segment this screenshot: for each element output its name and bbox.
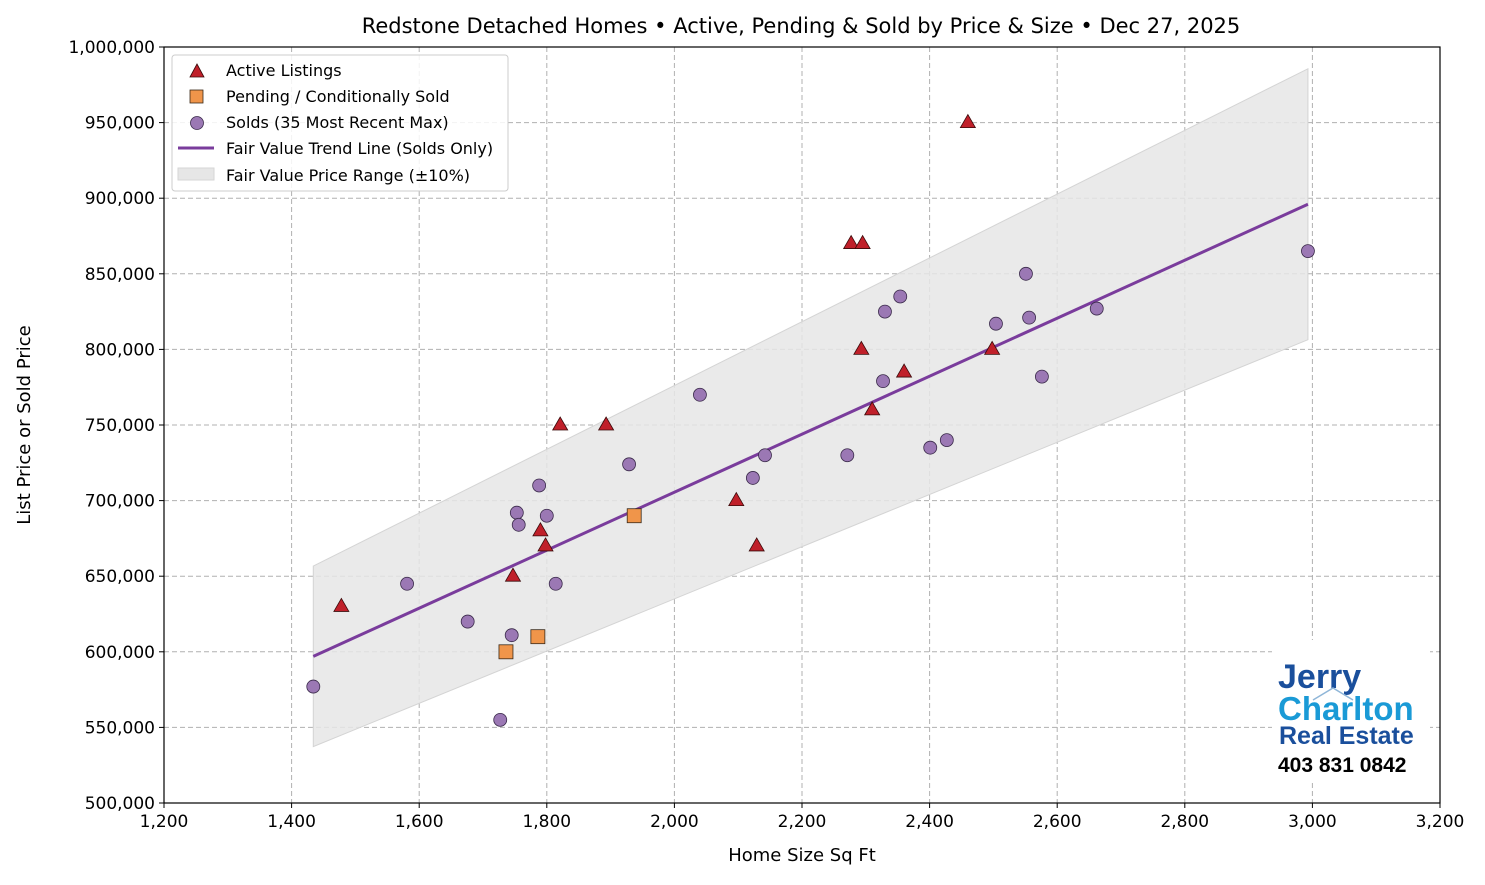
sold-point xyxy=(923,440,938,455)
logo-line2: Charlton xyxy=(1278,690,1414,727)
x-tick-label: 2,600 xyxy=(1033,812,1082,832)
sold-point xyxy=(504,628,519,643)
sold-point xyxy=(758,448,772,463)
logo-phone: 403 831 0842 xyxy=(1278,754,1406,777)
pending-point xyxy=(530,629,546,645)
legend-solds: Solds (35 Most Recent Max) xyxy=(226,113,449,132)
legend-pending: Pending / Conditionally Sold xyxy=(226,87,450,106)
sold-point xyxy=(893,289,908,304)
sold-point xyxy=(989,316,1003,331)
active-point xyxy=(504,567,522,582)
active-point xyxy=(895,363,913,378)
legend-square-icon xyxy=(189,89,204,104)
sold-point xyxy=(509,505,524,520)
active-point xyxy=(333,597,350,612)
logo: Jerry Charlton Real Estate 403 831 0842 xyxy=(1272,640,1430,780)
legend-triangle-icon xyxy=(189,63,205,78)
x-tick-label: 2,400 xyxy=(905,812,954,832)
sold-point xyxy=(840,448,855,463)
sold-point xyxy=(493,712,508,727)
sold-point xyxy=(511,517,526,532)
legend-active: Active Listings xyxy=(226,61,342,80)
sold-point xyxy=(693,387,707,402)
active-point xyxy=(532,522,549,537)
x-axis-label: Home Size Sq Ft xyxy=(728,845,876,866)
x-tick-label: 2,000 xyxy=(650,812,699,832)
active-point xyxy=(853,340,870,355)
active-point xyxy=(537,537,554,552)
active-point xyxy=(552,416,569,431)
legend-band-icon xyxy=(177,167,215,181)
active-point xyxy=(597,416,615,431)
sold-point xyxy=(622,457,637,472)
y-tick-label: 1,000,000 xyxy=(68,38,155,58)
x-tick-label: 3,200 xyxy=(1416,812,1465,832)
legend-circle-icon xyxy=(190,116,204,130)
active-point xyxy=(863,401,881,416)
sold-point xyxy=(1022,310,1037,325)
logo-line1: Jerry xyxy=(1278,658,1361,696)
plot-frame xyxy=(163,46,1441,804)
sold-point xyxy=(400,576,414,591)
chart-title: Redstone Detached Homes • Active, Pendin… xyxy=(362,14,1241,38)
y-tick-label: 550,000 xyxy=(85,718,155,738)
y-tick-label: 500,000 xyxy=(85,794,155,814)
active-point xyxy=(728,491,745,507)
y-tick-label: 900,000 xyxy=(85,189,155,209)
x-tick-label: 1,600 xyxy=(395,812,444,832)
sold-point xyxy=(939,433,954,448)
sold-point xyxy=(539,508,554,523)
active-point xyxy=(983,340,1001,355)
y-tick-label: 950,000 xyxy=(85,114,155,134)
house-roof-icon xyxy=(1312,687,1354,701)
axis-ticks: 1,200 1,400 1,600 1,800 2,000 2,200 2,400 2,600… xyxy=(68,38,1464,832)
x-tick-label: 3,000 xyxy=(1288,812,1337,832)
sold-point xyxy=(876,374,890,389)
x-tick-label: 2,800 xyxy=(1160,812,1209,832)
y-tick-label: 700,000 xyxy=(85,492,155,512)
sold-point xyxy=(878,304,892,319)
sold-point xyxy=(1034,369,1049,384)
y-tick-label: 850,000 xyxy=(85,265,155,285)
sold-point xyxy=(1301,244,1315,259)
active-point xyxy=(854,234,871,249)
x-tick-label: 1,200 xyxy=(140,812,189,832)
x-tick-label: 2,200 xyxy=(778,812,827,832)
sold-point xyxy=(306,679,321,694)
sold-point xyxy=(745,471,760,485)
pending-point xyxy=(498,644,514,660)
active-point xyxy=(842,234,860,249)
data-points xyxy=(306,113,1315,727)
legend: Active Listings Pending / Conditionally … xyxy=(171,54,509,192)
y-tick-label: 750,000 xyxy=(85,416,155,436)
logo-line3: Real Estate xyxy=(1279,722,1414,750)
sold-point xyxy=(532,478,547,493)
legend-trend: Fair Value Trend Line (Solds Only) xyxy=(226,139,493,158)
pending-point xyxy=(626,508,642,524)
y-axis-label: List Price or Sold Price xyxy=(14,325,35,524)
y-tick-label: 600,000 xyxy=(85,643,155,663)
y-tick-label: 800,000 xyxy=(85,340,155,360)
sold-point xyxy=(1019,266,1033,281)
x-tick-label: 1,400 xyxy=(267,812,316,832)
active-point xyxy=(748,537,765,552)
fair-value-trend-line xyxy=(312,202,1309,658)
active-point xyxy=(959,113,977,128)
sold-point xyxy=(460,614,475,629)
sold-point xyxy=(548,576,563,591)
sold-point xyxy=(1089,301,1104,316)
x-tick-label: 1,800 xyxy=(522,812,571,832)
legend-range: Fair Value Price Range (±10%) xyxy=(226,166,470,185)
y-tick-label: 650,000 xyxy=(85,567,155,587)
